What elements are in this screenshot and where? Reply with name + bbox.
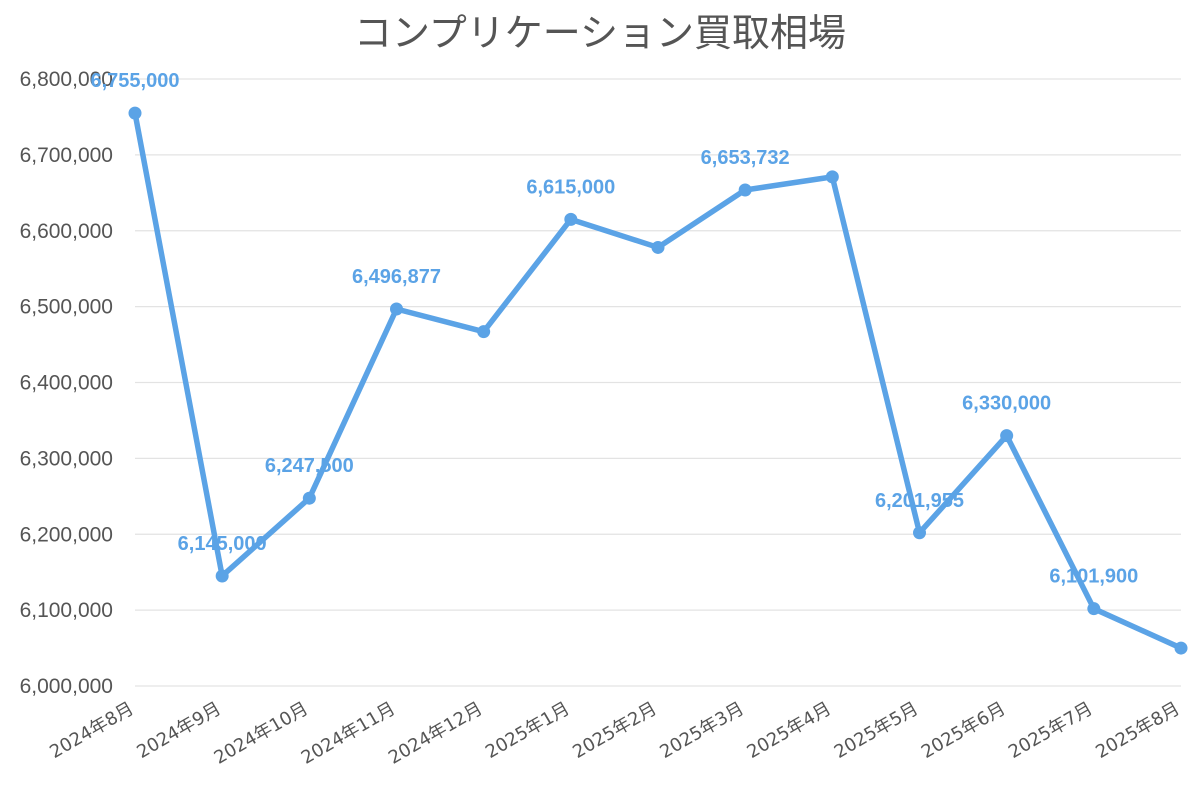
y-tick-label: 6,000,000 bbox=[20, 675, 113, 698]
x-tick-label: 2024年11月 bbox=[298, 698, 399, 769]
y-tick-label: 6,500,000 bbox=[20, 296, 113, 319]
x-tick-label: 2025年7月 bbox=[1005, 698, 1096, 763]
y-tick-label: 6,200,000 bbox=[20, 523, 113, 546]
data-point bbox=[477, 325, 491, 339]
data-labels: 6,755,000 6,145,000 6,247,500 6,496,877 6,61… bbox=[91, 70, 1139, 588]
y-tick-label: 6,400,000 bbox=[20, 372, 113, 395]
x-tick-label: 2025年3月 bbox=[656, 698, 747, 763]
y-tick-label: 6,700,000 bbox=[20, 144, 113, 167]
data-point bbox=[1087, 602, 1101, 616]
data-label: 6,755,000 bbox=[91, 70, 180, 92]
x-tick-label: 2024年12月 bbox=[385, 698, 486, 769]
y-tick-label: 6,600,000 bbox=[20, 220, 113, 243]
data-point bbox=[215, 569, 229, 583]
data-label: 6,496,877 bbox=[352, 266, 441, 288]
data-point bbox=[390, 302, 403, 316]
gridlines bbox=[135, 78, 1181, 687]
data-label: 6,201,955 bbox=[875, 490, 964, 512]
chart-title: コンプリケーション買取相場 bbox=[353, 11, 847, 55]
y-tick-label: 6,300,000 bbox=[20, 447, 113, 470]
data-label: 6,247,500 bbox=[265, 455, 354, 477]
data-label: 6,101,900 bbox=[1049, 566, 1138, 588]
x-tick-label: 2025年6月 bbox=[918, 698, 1009, 763]
x-tick-label: 2025年1月 bbox=[482, 698, 573, 763]
data-point bbox=[1174, 641, 1188, 655]
x-tick-label: 2025年4月 bbox=[744, 698, 835, 763]
y-tick-label: 6,800,000 bbox=[20, 68, 113, 91]
data-points bbox=[128, 106, 1188, 655]
x-tick-label: 2025年5月 bbox=[831, 698, 922, 763]
y-tick-label: 6,100,000 bbox=[20, 599, 113, 622]
x-tick-label: 2024年9月 bbox=[133, 698, 224, 763]
y-axis-ticks: 6,000,000 6,100,000 6,200,000 6,300,000 6,40… bbox=[20, 68, 113, 698]
data-point bbox=[1000, 429, 1014, 443]
x-tick-label: 2025年2月 bbox=[569, 698, 660, 763]
data-point bbox=[913, 526, 926, 540]
data-label: 6,145,000 bbox=[178, 533, 267, 555]
x-tick-label: 2024年8月 bbox=[46, 698, 137, 763]
data-point bbox=[128, 106, 142, 120]
x-axis-ticks: 2024年8月2024年9月2024年10月2024年11月2024年12月20… bbox=[46, 698, 1183, 769]
data-label: 6,330,000 bbox=[962, 393, 1051, 415]
x-tick-label: 2024年10月 bbox=[211, 698, 312, 769]
data-point bbox=[302, 491, 316, 505]
series-line bbox=[132, 110, 1184, 651]
series-line-group bbox=[132, 110, 1184, 651]
data-point bbox=[738, 183, 752, 197]
x-tick-label: 2025年8月 bbox=[1092, 698, 1183, 763]
data-point bbox=[564, 212, 578, 226]
data-label: 6,615,000 bbox=[526, 176, 615, 198]
data-point bbox=[825, 170, 839, 184]
data-point bbox=[651, 240, 665, 254]
data-label: 6,653,732 bbox=[701, 147, 790, 169]
